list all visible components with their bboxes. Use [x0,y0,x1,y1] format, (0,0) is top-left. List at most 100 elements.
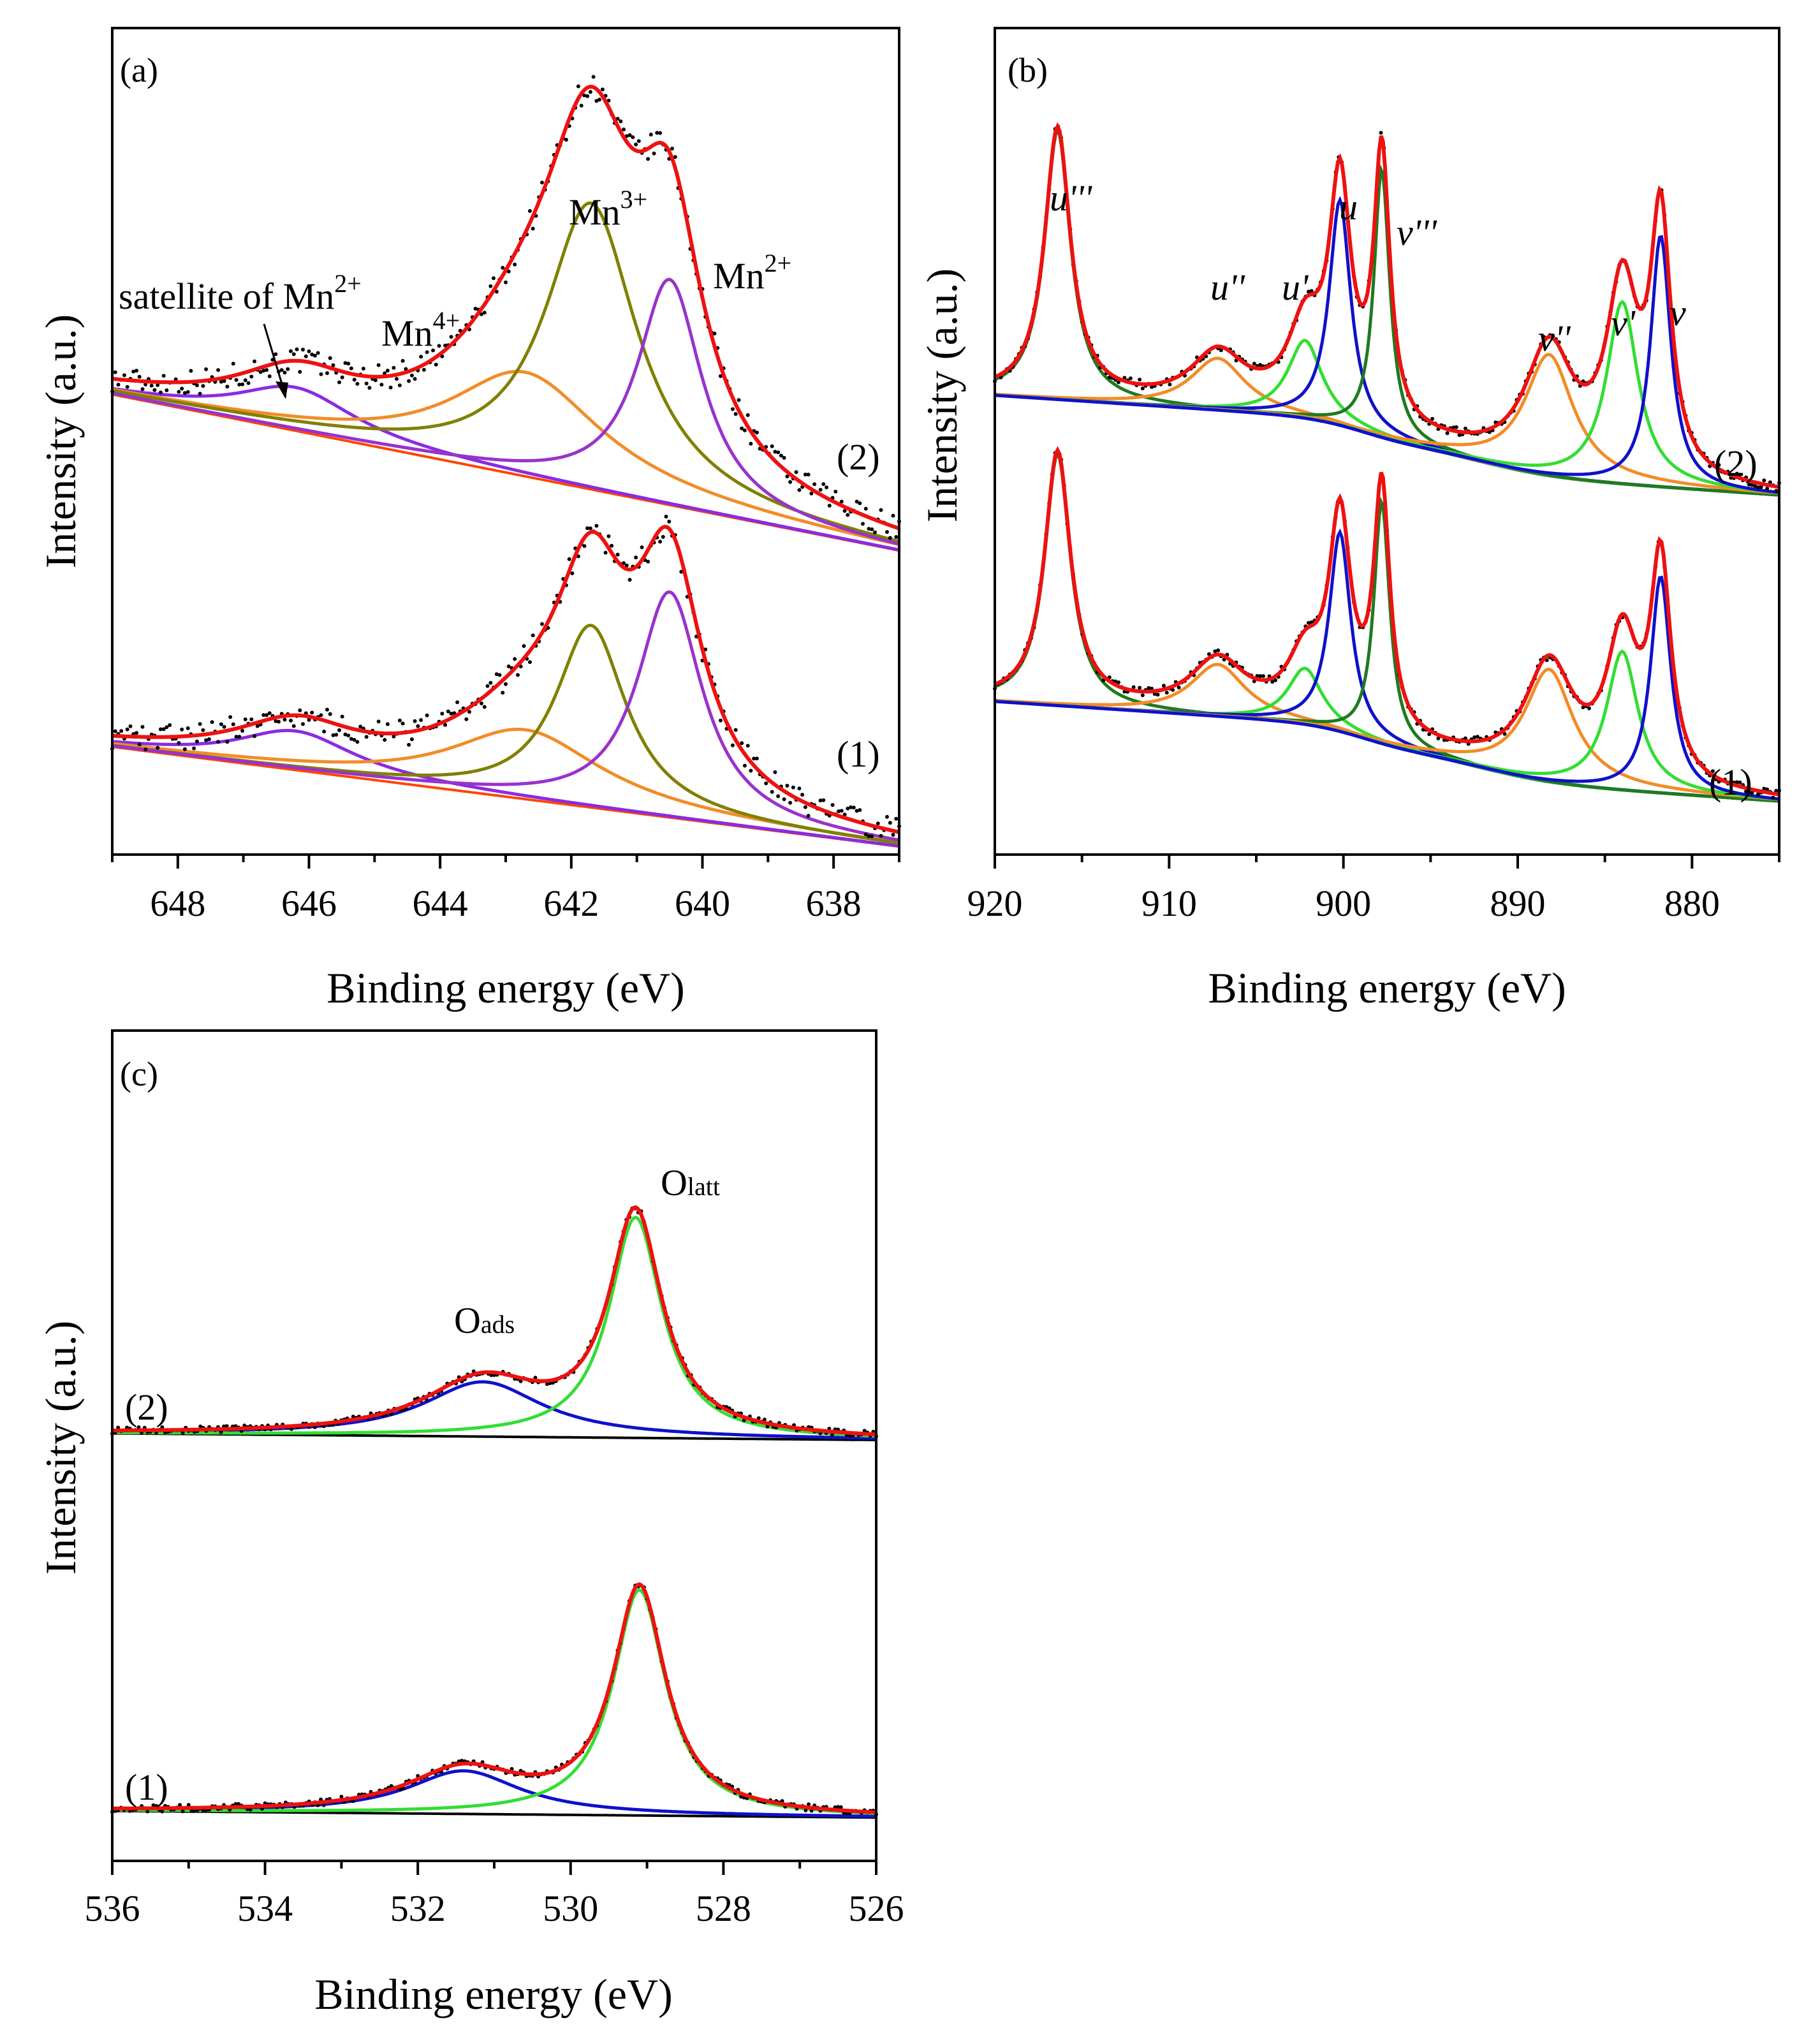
data-point [673,155,677,159]
x-tick-label: 890 [1490,883,1546,924]
data-point [194,739,199,744]
data-point [160,1425,165,1429]
data-point [531,633,535,638]
data-point [224,1424,229,1429]
x-tick-label: 640 [675,883,730,924]
data-point [1587,706,1591,710]
data-point [830,803,835,807]
data-point [401,1786,406,1791]
data-point [804,1808,808,1812]
data-point [1138,378,1142,382]
data-point [156,746,160,750]
data-point [1475,735,1479,739]
panel-c-o1s-spectrum: 536 534 532 530 528 526 (c) Binding energy (e… [36,1029,904,2018]
data-point [279,368,284,372]
data-point [764,781,768,786]
annot-v: v [1670,292,1686,334]
data-point [156,383,160,387]
data-point [135,731,138,735]
data-point [231,362,235,366]
data-point [776,450,781,455]
data-point [304,354,308,358]
data-point [745,413,750,417]
data-point [846,806,850,811]
data-point [289,349,293,353]
data-point [1744,790,1748,793]
data-point [1464,426,1467,430]
data-point [803,805,807,809]
data-point [664,515,668,518]
data-point [145,1809,150,1814]
data-point [122,373,126,378]
data-point [216,368,221,372]
data-point [861,522,865,526]
data-point [821,482,826,487]
data-point [752,756,756,761]
data-point [290,1427,294,1431]
satellite-arrowhead [275,381,288,399]
data-point [785,474,789,479]
data-point [407,742,411,747]
data-point [1258,674,1263,679]
data-point [765,1425,770,1429]
data-point [198,1424,203,1429]
data-point [1774,489,1779,493]
data-point [1270,680,1275,684]
data-point [343,732,348,737]
data-point [773,770,777,774]
data-point [313,353,317,358]
data-point [367,386,372,390]
data-point [585,94,590,98]
data-point [419,718,423,722]
data-point [627,133,632,137]
panel-b-envelope-1 [994,446,1780,797]
data-point [749,768,753,773]
data-point [863,832,868,837]
panel-a-peak-0-3 [112,277,900,546]
data-point [803,473,807,477]
data-point [460,1758,464,1763]
data-point [340,375,344,379]
data-point [1273,678,1277,682]
panel-b-peak-0-2 [994,339,1780,497]
data-point [485,684,490,688]
data-point [1771,795,1775,800]
data-point [248,1807,253,1812]
data-point [839,1805,843,1809]
data-point [178,1803,182,1807]
data-point [879,508,883,512]
data-point [407,379,411,383]
panel-a-ylabel: Intensity (a.u.) [36,314,85,568]
data-point [446,709,450,714]
data-point [1107,375,1112,379]
data-point [870,834,874,839]
data-point [1131,685,1136,689]
panel-b-peak-1-2 [994,666,1780,803]
data-point [265,368,269,372]
data-point [355,740,360,744]
data-point [1436,736,1441,740]
data-point [740,741,744,746]
data-point [1117,380,1120,385]
data-point [186,1803,191,1807]
data-point [137,374,142,379]
data-point [143,382,148,386]
data-point [670,147,674,151]
data-point [177,741,181,745]
panel-a-x-ticks: 648 646 644 642 640 638 [111,855,900,924]
data-point [851,805,856,810]
data-point [1161,684,1166,688]
data-point [540,180,544,185]
data-point [745,744,750,748]
data-point [770,444,774,448]
data-point [189,1809,194,1813]
data-point [885,530,889,534]
panel-b-label-1: (1) [1709,761,1752,803]
panel-a-peak-0-0 [112,385,900,552]
data-point [258,370,263,374]
data-point [634,555,638,560]
panel-a-xlabel: Binding energy (eV) [327,964,685,1012]
data-point [267,711,272,716]
data-point [585,526,590,531]
data-point [283,371,287,375]
